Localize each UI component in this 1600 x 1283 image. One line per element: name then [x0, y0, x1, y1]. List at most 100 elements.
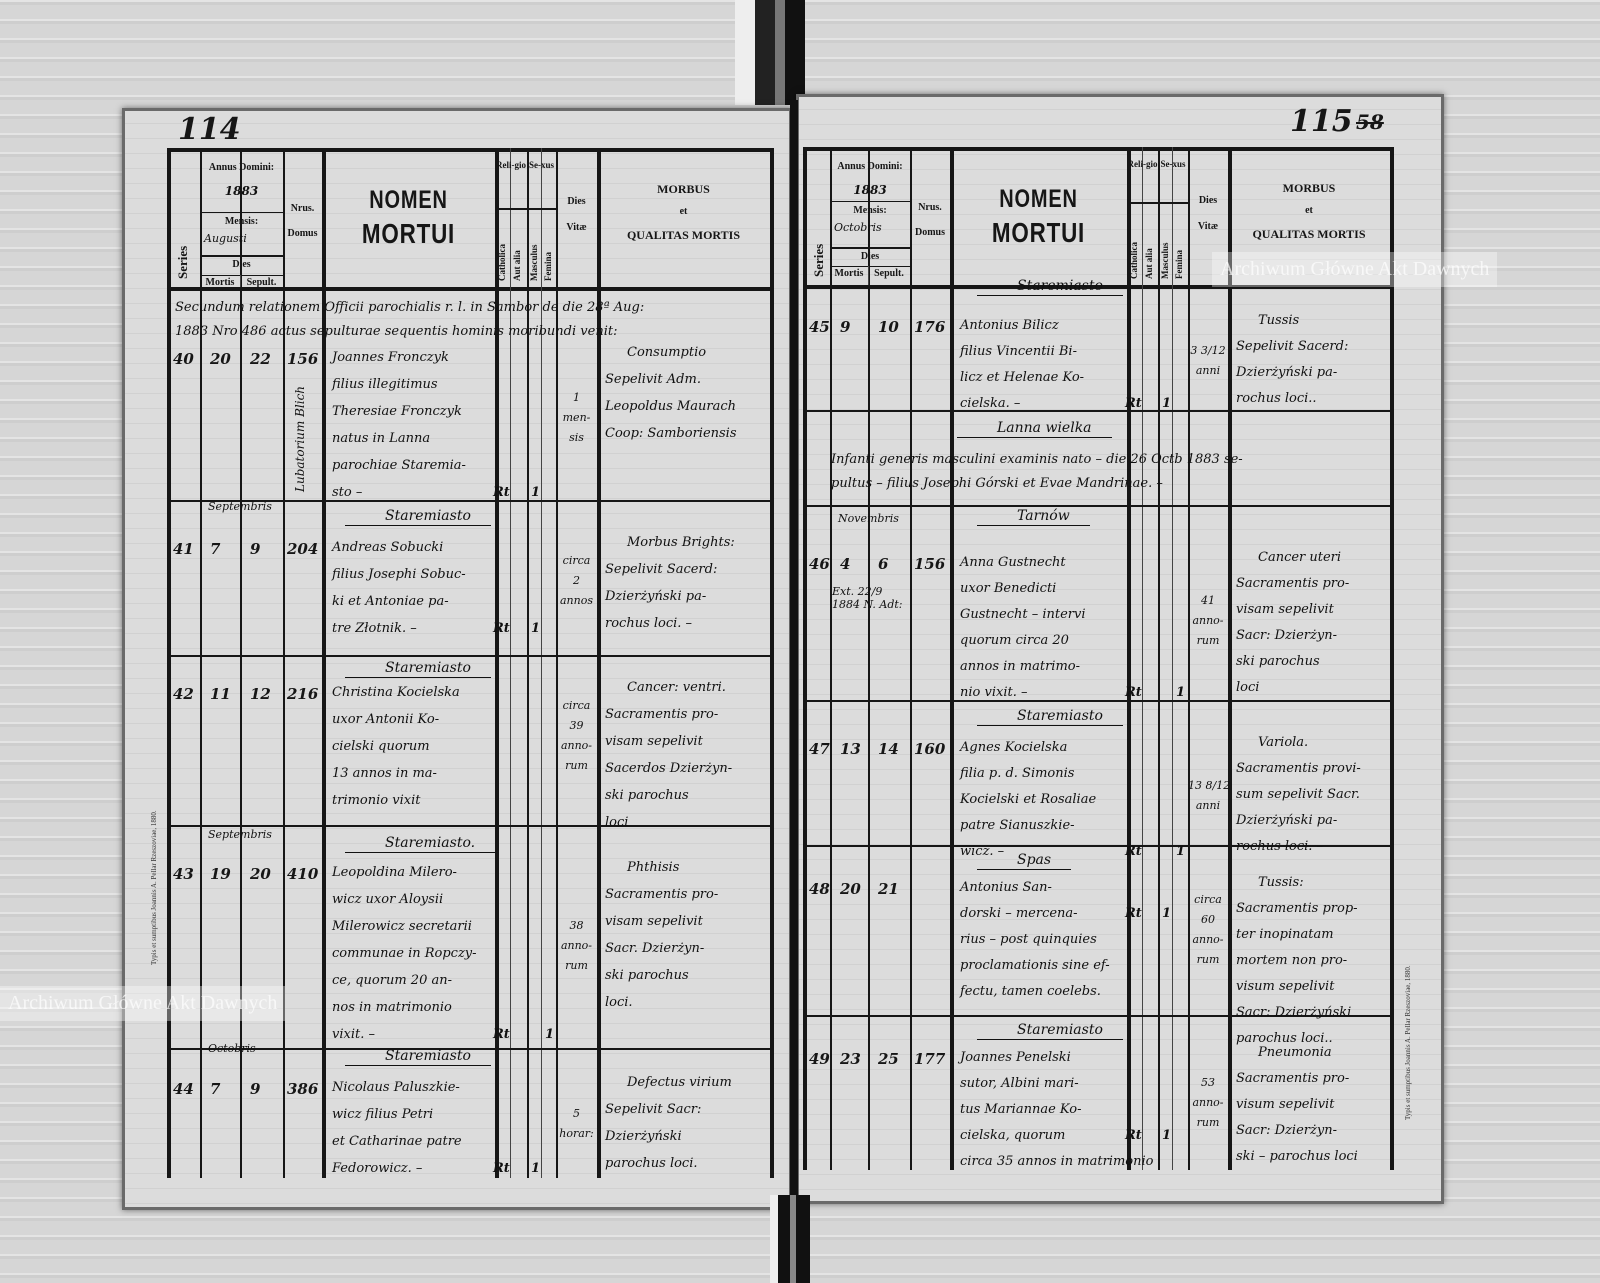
right_page-entry-place: Staremiasto — [977, 278, 1123, 296]
left_page-entry-cause-line: ski parochus — [605, 788, 689, 803]
left_page-entry-name-line: Fedorowicz. – — [332, 1161, 423, 1176]
right_page-table-top-border — [803, 147, 1394, 151]
right_page-row-divider — [803, 700, 1390, 702]
left_page-entry-house-note: Lubatorium Blich — [293, 385, 307, 492]
left_page-header-femina: Femina — [543, 252, 553, 281]
left_page-entry-cause-line: Sacramentis pro- — [605, 887, 719, 902]
right_page-entry-name-line: annos in matrimo- — [960, 659, 1081, 674]
left_page-entry-name-line: et Catharinae patre — [332, 1134, 462, 1149]
left_page-header-catholica: Catholica — [497, 244, 507, 281]
right_page-entry-house-number: 156 — [914, 555, 946, 573]
right_page-entry-burial-day: 21 — [878, 880, 899, 898]
right_page-entry-name-line: circa 35 annos in matrimonio — [960, 1154, 1154, 1169]
right_page-entry-age-line: 3 3/12 — [1190, 344, 1226, 357]
right_page-header-vitae: Vitæ — [1197, 221, 1219, 232]
left_page-header-domus: Domus — [287, 228, 318, 239]
left_page-column-rule — [200, 148, 202, 1178]
left_page-entry-month: Septembris — [208, 500, 272, 513]
right_page-entry-age-line: 60 — [1201, 913, 1215, 926]
left_page-entry-burial-day: 20 — [250, 865, 271, 883]
right_page-entry-cause-line: visum sepelivit — [1236, 1097, 1335, 1112]
left_page-entry-place: Staremiasto — [345, 508, 491, 526]
right_page-header-masculus: Masculus — [1160, 242, 1170, 279]
right_page-entry-name-line: patre Sianuszkie- — [960, 818, 1075, 833]
left_page-entry-religion-catholic: Rt — [493, 485, 510, 500]
right_page-entry-house-number: 160 — [914, 740, 946, 758]
left_page-row-divider — [167, 1048, 770, 1050]
right_page-entry-name-line: cielska. – — [960, 396, 1021, 411]
right_page-column-rule — [950, 147, 954, 1170]
left_page-column-rule — [495, 148, 499, 1178]
right_page-entry-series: 46 — [809, 555, 830, 573]
right_page-header-religio: Reli-gio — [1127, 159, 1158, 169]
right_page-entry-cause-line: visum sepelivit — [1236, 979, 1335, 994]
left_page-header-rule — [200, 212, 283, 213]
right_page-entry-burial-day: 6 — [878, 555, 889, 573]
left_page-entry-cause-line: Defectus virium — [627, 1075, 732, 1090]
left_page-entry-cause-line: Sepelivit Adm. — [605, 372, 701, 387]
right_page-row-divider — [803, 845, 1390, 847]
left_page-header-et: et — [679, 206, 688, 217]
left_page-row-divider — [167, 500, 770, 502]
right_page-column-rule — [1127, 147, 1131, 1170]
right_page-entry-name-line: Antonius Bilicz — [960, 318, 1059, 333]
right_page-entry-religion-catholic: Rt — [1125, 685, 1142, 700]
left_page-entry-age-line: anno- — [560, 738, 593, 752]
right_page-entry-name-line: filia p. d. Simonis — [960, 766, 1075, 781]
left_page-entry-cause-line: Sepelivit Sacr: — [605, 1102, 702, 1117]
right_page-column-rule — [1158, 147, 1160, 1170]
right_page-entry-age-line: anni — [1195, 364, 1221, 377]
left_page-header-rule — [200, 275, 283, 276]
right_page-entry-name-line: uxor Benedicti — [960, 581, 1057, 596]
left_page-header-masculus: Masculus — [529, 244, 539, 281]
left_page-month: Augusti — [204, 232, 247, 245]
right_page-header-sexus: Se-xus — [1160, 159, 1186, 169]
right_page-entry-age-line: anno- — [1192, 614, 1224, 627]
right_page-header-bottom-border — [803, 285, 1394, 289]
left_page-entry-name-line: vixit. – — [332, 1027, 375, 1042]
right_page-header-rule — [830, 266, 910, 267]
archive-watermark-top: Archiwum Główne Akt Dawnych — [1212, 252, 1498, 287]
left_page-header-sepult: Sepult. — [246, 277, 277, 288]
left_page-entry-house-number: 386 — [287, 1080, 319, 1098]
left_page-entry-age-line: anno- — [560, 939, 593, 952]
right_page-entry-name-line: Anna Gustnecht — [960, 555, 1066, 570]
left_page-header-mensis: Mensis: — [224, 216, 259, 227]
left_page-entry-religion-catholic: Rt — [493, 1027, 510, 1042]
right_page-entry-cause-line: Sepelivit Sacerd: — [1236, 339, 1349, 354]
right_page-entry-name-line: wicz. – — [960, 844, 1005, 859]
left_page-entry-place: Staremiasto — [345, 660, 491, 678]
old-page-number-crossed: 58 — [1356, 110, 1384, 134]
left_page-entry-age-line: horar: — [559, 1127, 594, 1140]
left_page-row-divider — [167, 825, 770, 827]
right_page-header-mortis: Mortis — [834, 268, 864, 279]
left-page — [122, 108, 792, 1210]
right_page-entry-death-note: Ext. 22/9 1884 N. Adt: — [832, 585, 903, 611]
right_page-entry-name-line: Kocielski et Rosaliae — [960, 792, 1097, 807]
left_page-header-nrus: Nrus. — [290, 203, 315, 214]
left_page-entry-sex-masculus: 1 — [531, 485, 541, 500]
left_page-table-top-border — [167, 148, 774, 152]
right_page-entry-name-line: Joannes Penelski — [960, 1050, 1071, 1065]
left_page-entry-death-day: 7 — [210, 1080, 221, 1098]
right_page-entry-name-line: licz et Helenae Ko- — [960, 370, 1085, 385]
right_page-entry-cause-line: ski – parochus loci — [1236, 1149, 1358, 1164]
right_page-column-rule — [803, 147, 807, 1170]
right_page-entry-age-line: rum — [1196, 953, 1220, 966]
left_page-entry-series: 40 — [173, 350, 194, 368]
left_page-entry-name-line: Christina Kocielska — [332, 685, 460, 700]
left_page-column-rule — [541, 148, 542, 1178]
left_page-entry-month: Octobris — [208, 1042, 256, 1055]
right_page-entry-cause-line: mortem non pro- — [1236, 953, 1348, 968]
right_page-entry-cause-line: ter inopinatam — [1236, 927, 1334, 942]
right_page-entry-age-line: circa — [1194, 893, 1222, 906]
right_page-entry-age-line: rum — [1196, 1116, 1220, 1129]
right_page-entry-place: Staremiasto — [977, 708, 1123, 726]
left_page-entry-cause-line: Dzierżyński — [605, 1129, 682, 1144]
left_page-entry-series: 42 — [173, 685, 194, 703]
left_page-entry-burial-day: 22 — [250, 350, 271, 368]
right_page-entry-series: 45 — [809, 318, 830, 336]
right_page-year: 1883 — [853, 183, 887, 197]
right_page-header-rule — [830, 201, 910, 202]
left_page-header-qualitas-mortis: QUALITAS MORTIS — [626, 228, 741, 242]
